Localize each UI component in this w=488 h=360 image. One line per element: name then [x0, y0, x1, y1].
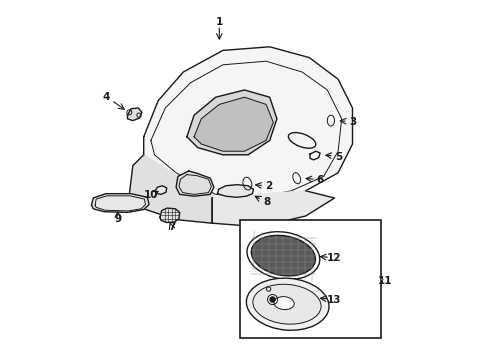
- Text: 8: 8: [263, 197, 270, 207]
- Polygon shape: [129, 155, 212, 223]
- Polygon shape: [176, 171, 213, 196]
- Text: 12: 12: [326, 253, 341, 264]
- Ellipse shape: [273, 297, 294, 310]
- Text: 4: 4: [102, 92, 109, 102]
- Circle shape: [269, 297, 275, 302]
- Text: 10: 10: [143, 190, 158, 200]
- Text: 7: 7: [168, 222, 175, 232]
- Text: 9: 9: [114, 213, 121, 224]
- Bar: [240, 220, 380, 338]
- Text: 3: 3: [348, 117, 355, 127]
- Polygon shape: [143, 47, 352, 202]
- Polygon shape: [186, 90, 276, 155]
- Polygon shape: [91, 194, 149, 212]
- Polygon shape: [155, 186, 166, 194]
- Polygon shape: [217, 185, 253, 197]
- Text: 13: 13: [326, 294, 341, 305]
- Ellipse shape: [251, 235, 315, 276]
- Ellipse shape: [252, 284, 321, 324]
- Text: 11: 11: [377, 276, 391, 286]
- Text: 6: 6: [316, 175, 323, 185]
- Ellipse shape: [246, 278, 328, 330]
- Polygon shape: [127, 108, 142, 121]
- Polygon shape: [212, 191, 334, 227]
- Text: 5: 5: [334, 152, 342, 162]
- Polygon shape: [194, 97, 273, 151]
- Text: 2: 2: [265, 181, 272, 192]
- Text: 1: 1: [215, 17, 223, 27]
- Polygon shape: [160, 208, 179, 222]
